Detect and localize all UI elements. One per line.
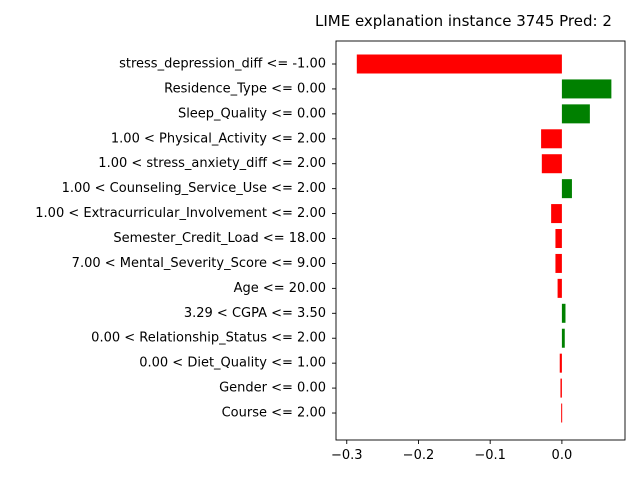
- category-label-7: Semester_Credit_Load <= 18.00: [113, 231, 326, 246]
- category-label-4: 1.00 < stress_anxiety_diff <= 2.00: [98, 156, 326, 171]
- x-tick-label-3: 0.0: [552, 448, 573, 463]
- plot-frame: [335, 40, 626, 441]
- bar-13: [560, 378, 562, 398]
- category-label-3: 1.00 < Physical_Activity <= 2.00: [111, 131, 326, 146]
- category-labels-group: stress_depression_diff <= -1.00 Residence…: [35, 57, 336, 421]
- x-tick-label-1: −0.2: [403, 448, 435, 463]
- category-label-14: Course <= 2.00: [222, 406, 326, 421]
- category-label-9: Age <= 20.00: [234, 281, 326, 296]
- x-tick-label-0: −0.3: [331, 448, 363, 463]
- x-ticks-group: −0.3 −0.2 −0.1 0.0: [331, 440, 572, 463]
- category-label-12: 0.00 < Diet_Quality <= 1.00: [139, 356, 326, 371]
- bars-group: [356, 54, 612, 423]
- bar-9: [557, 278, 562, 298]
- bar-1: [561, 79, 612, 99]
- bar-7: [555, 229, 562, 249]
- bar-3: [541, 129, 562, 149]
- x-tick-label-2: −0.1: [474, 448, 506, 463]
- bar-8: [555, 253, 562, 273]
- category-label-8: 7.00 < Mental_Severity_Score <= 9.00: [72, 256, 326, 271]
- category-label-6: 1.00 < Extracurricular_Involvement <= 2.…: [35, 206, 326, 221]
- bar-10: [561, 303, 566, 323]
- bar-12: [559, 353, 562, 373]
- bar-14: [561, 403, 563, 423]
- bar-4: [541, 154, 562, 174]
- category-label-11: 0.00 < Relationship_Status <= 2.00: [91, 331, 326, 346]
- category-label-13: Gender <= 0.00: [219, 381, 326, 396]
- bar-0: [356, 54, 562, 74]
- category-label-2: Sleep_Quality <= 0.00: [178, 106, 326, 121]
- category-label-10: 3.29 < CGPA <= 3.50: [184, 306, 326, 321]
- bar-5: [561, 179, 572, 199]
- chart-title: LIME explanation instance 3745 Pred: 2: [315, 12, 612, 30]
- bar-6: [551, 204, 562, 224]
- bar-11: [561, 328, 565, 348]
- bar-2: [561, 104, 590, 124]
- category-label-1: Residence_Type <= 0.00: [164, 81, 326, 96]
- category-label-5: 1.00 < Counseling_Service_Use <= 2.00: [62, 181, 326, 196]
- category-label-0: stress_depression_diff <= -1.00: [119, 57, 326, 72]
